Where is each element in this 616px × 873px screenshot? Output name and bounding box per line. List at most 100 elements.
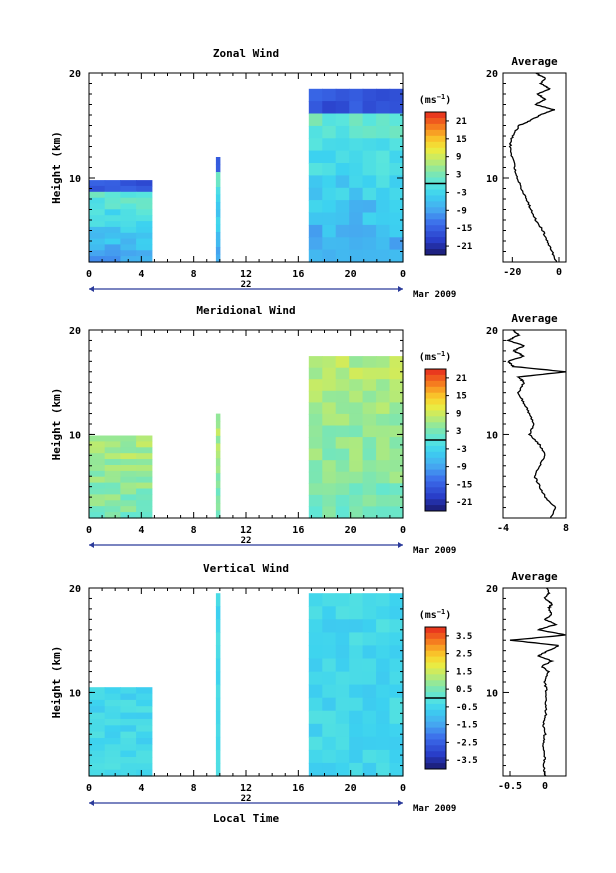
panel-title: Zonal Wind bbox=[213, 47, 279, 60]
heatmap-cell bbox=[308, 138, 323, 152]
heatmap-cell bbox=[215, 435, 221, 444]
heatmap-cell bbox=[89, 769, 106, 777]
heatmap-cell bbox=[389, 645, 404, 660]
colorbar-unit-sup: −1 bbox=[437, 350, 445, 358]
heatmap-cell bbox=[389, 437, 404, 450]
heatmap-cell bbox=[389, 402, 404, 415]
heatmap-cell bbox=[349, 113, 364, 127]
colorbar-segment bbox=[425, 404, 446, 411]
heatmap-cell bbox=[89, 494, 106, 501]
heatmap-cell bbox=[376, 448, 391, 461]
heatmap-cell bbox=[335, 619, 350, 633]
profile-frame bbox=[502, 72, 567, 263]
heatmap-cell bbox=[362, 224, 377, 238]
heatmap-cell bbox=[89, 447, 106, 454]
heatmap-cell bbox=[308, 483, 323, 496]
heatmap-cell bbox=[104, 488, 121, 495]
heatmap-cell bbox=[104, 441, 121, 448]
heatmap-cell bbox=[215, 194, 221, 203]
heatmap-cell bbox=[376, 187, 391, 201]
colorbar-segment bbox=[425, 469, 446, 476]
colorbar-unit-close: ) bbox=[445, 352, 451, 363]
profile-frame bbox=[502, 329, 567, 519]
colorbar-segment bbox=[425, 195, 446, 202]
heatmap-cell bbox=[362, 390, 377, 403]
heatmap-cell bbox=[322, 619, 337, 633]
heatmap-cell bbox=[120, 494, 137, 501]
heatmap-cell bbox=[362, 200, 377, 214]
heatmap-cell bbox=[322, 88, 337, 102]
heatmap-cell bbox=[136, 191, 153, 199]
x-tick-label: 12 bbox=[240, 269, 252, 280]
y-tick-label: 20 bbox=[69, 584, 81, 595]
heatmap-cell bbox=[335, 212, 350, 226]
heatmap-cell bbox=[104, 482, 121, 490]
heatmap-cell bbox=[89, 232, 106, 240]
heatmap-cell bbox=[308, 749, 323, 764]
heatmap-cell bbox=[335, 150, 350, 164]
x-tick-label: 12 bbox=[240, 525, 252, 536]
heatmap-cell bbox=[215, 247, 221, 256]
heatmap-cell bbox=[136, 706, 153, 714]
heatmap-cell bbox=[322, 723, 337, 738]
colorbar-segment bbox=[425, 135, 446, 143]
heatmap-block bbox=[215, 157, 221, 263]
heatmap-cell bbox=[104, 731, 121, 739]
heatmap-cell bbox=[362, 150, 377, 164]
heatmap-cell bbox=[120, 209, 137, 216]
heatmap-cell bbox=[322, 606, 337, 620]
heatmap-cell bbox=[308, 762, 323, 777]
heatmap-cell bbox=[215, 239, 221, 248]
colorbar-segment bbox=[425, 481, 446, 488]
heatmap-cell bbox=[136, 232, 153, 240]
heatmap-cell bbox=[89, 488, 106, 495]
colorbar-segment bbox=[425, 445, 446, 453]
heatmap-cell bbox=[389, 658, 404, 673]
colorbar-segment bbox=[425, 237, 446, 244]
heatmap-cell bbox=[362, 212, 377, 226]
heatmap-cell bbox=[215, 723, 221, 738]
heatmap-cell bbox=[136, 731, 153, 739]
heatmap-cell bbox=[362, 367, 377, 380]
colorbar-segment bbox=[425, 644, 446, 652]
colorbar-unit: (ms−1) bbox=[419, 608, 452, 621]
heatmap-cell bbox=[376, 390, 391, 403]
heatmap-cell bbox=[335, 632, 350, 647]
colorbar-segment bbox=[425, 703, 446, 711]
heatmap-cell bbox=[322, 671, 337, 686]
colorbar-segment bbox=[425, 440, 446, 447]
heatmap-cell bbox=[89, 435, 106, 442]
heatmap-cell bbox=[215, 645, 221, 660]
heatmap-cell bbox=[349, 460, 364, 473]
heatmap-cell bbox=[349, 163, 364, 176]
heatmap-cell bbox=[376, 367, 391, 380]
heatmap-cell bbox=[136, 197, 153, 205]
heatmap-cell bbox=[120, 488, 137, 495]
heatmap-cell bbox=[120, 453, 137, 460]
heatmap-cell bbox=[136, 459, 153, 466]
colorbar-tick-label: -15 bbox=[456, 480, 472, 490]
heatmap-cell bbox=[389, 212, 404, 226]
heatmap-cell bbox=[104, 465, 121, 472]
heatmap-cell bbox=[136, 725, 153, 733]
heatmap-cell bbox=[335, 163, 350, 176]
heatmap-cell bbox=[322, 101, 337, 115]
heatmap-cell bbox=[120, 738, 137, 745]
heatmap-cell bbox=[136, 476, 153, 484]
colorbar-unit-base: (ms bbox=[419, 352, 437, 363]
heatmap-cell bbox=[376, 413, 391, 427]
heatmap-cell bbox=[120, 706, 137, 714]
heatmap-cell bbox=[215, 172, 221, 181]
heatmap-cell bbox=[89, 459, 106, 466]
colorbar-segment bbox=[425, 369, 446, 376]
heatmap-cell bbox=[376, 506, 391, 519]
date-bar-end bbox=[398, 542, 403, 548]
colorbar-segment bbox=[425, 213, 446, 220]
x-tick-label: 12 bbox=[240, 783, 252, 794]
heatmap-cell bbox=[362, 138, 377, 152]
heatmap-cell bbox=[120, 441, 137, 448]
heatmap-cell bbox=[322, 390, 337, 403]
heatmap-cell bbox=[362, 125, 377, 139]
heatmap-cell bbox=[308, 494, 323, 508]
heatmap-cell bbox=[215, 606, 221, 620]
